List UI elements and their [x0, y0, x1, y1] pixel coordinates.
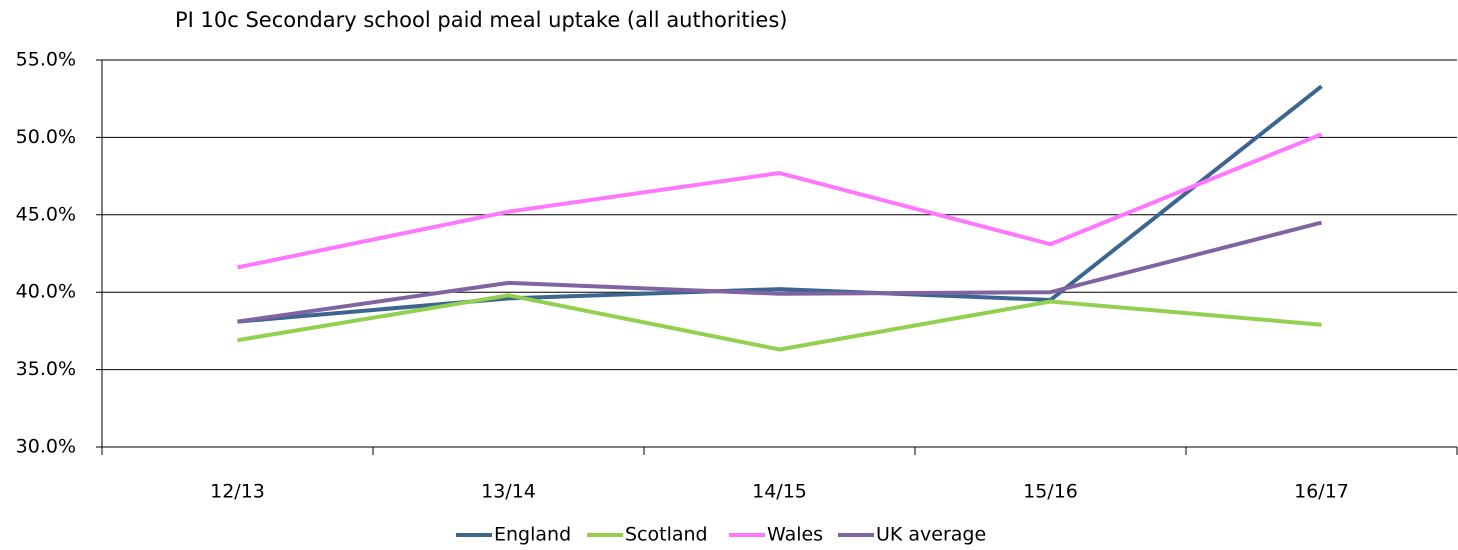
y-tick-label: 35.0% [16, 358, 76, 380]
x-tick-label: 16/17 [1294, 481, 1349, 503]
y-tick-label: 45.0% [16, 203, 76, 225]
chart-title: PI 10c Secondary school paid meal uptake… [175, 8, 787, 32]
legend-label: Scotland [625, 524, 708, 546]
series-line [237, 220, 1322, 324]
legend-label: Wales [767, 524, 823, 546]
series-line [237, 132, 1323, 270]
legend-label: England [494, 524, 571, 546]
series-line [237, 84, 1323, 324]
x-tick-label: 12/13 [210, 481, 265, 503]
y-tick-label: 30.0% [16, 436, 76, 458]
y-tick-label: 40.0% [16, 281, 76, 303]
series-line [237, 293, 1322, 352]
y-tick-label: 50.0% [16, 126, 76, 148]
x-tick-label: 14/15 [752, 481, 807, 503]
y-tick-label: 55.0% [16, 49, 76, 71]
legend-label: UK average [876, 524, 986, 546]
x-tick-label: 15/16 [1023, 481, 1078, 503]
x-tick-label: 13/14 [481, 481, 536, 503]
